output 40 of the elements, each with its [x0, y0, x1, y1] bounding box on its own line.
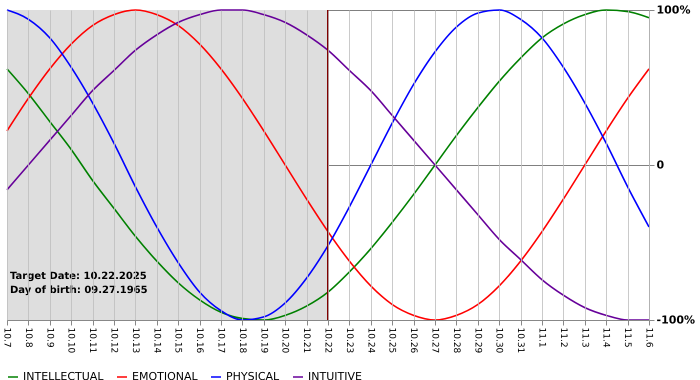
- x-tick-label: 10.10: [66, 328, 76, 354]
- x-tick-label: 10.21: [301, 328, 312, 354]
- x-tick-label: 10.11: [87, 328, 98, 354]
- x-tick-label: 11.3: [579, 328, 590, 348]
- annotation: Target Date: 10.22.2025: [10, 271, 147, 282]
- legend-label: PHYSICAL: [226, 370, 280, 380]
- x-tick-label: 10.7: [2, 328, 12, 348]
- x-tick-label: 10.30: [494, 328, 504, 354]
- legend-label: INTUITIVE: [308, 370, 362, 380]
- legend-label: EMOTIONAL: [132, 370, 198, 380]
- x-tick-label: 10.13: [130, 328, 140, 354]
- x-tick-label: 10.9: [44, 328, 54, 348]
- x-tick-label: 10.31: [515, 328, 526, 354]
- legend-label: INTELLECTUAL: [23, 370, 104, 380]
- x-tick-label: 11.6: [644, 328, 654, 348]
- x-tick-label: 11.4: [600, 328, 611, 348]
- x-tick-label: 11.1: [536, 328, 546, 348]
- y-tick-label: 100%: [656, 4, 690, 16]
- x-tick-label: 10.14: [151, 328, 162, 354]
- x-tick-label: 10.19: [258, 328, 268, 354]
- x-tick-label: 10.22: [322, 328, 332, 354]
- x-tick-label: 10.18: [236, 328, 247, 354]
- x-tick-label: 10.16: [194, 328, 204, 354]
- x-tick-label: 10.20: [280, 328, 290, 354]
- x-tick-label: 10.17: [216, 328, 226, 354]
- x-tick-label: 10.25: [386, 328, 397, 354]
- y-tick-label: 0: [656, 158, 664, 172]
- x-tick-label: 10.27: [430, 328, 440, 354]
- x-tick-label: 10.29: [472, 328, 482, 354]
- x-tick-label: 10.8: [22, 328, 33, 348]
- x-tick-label: 10.26: [408, 328, 418, 354]
- y-tick-label: -100%: [656, 314, 696, 326]
- annotation: Day of birth: 09.27.1965: [10, 285, 148, 296]
- x-tick-label: 10.12: [108, 328, 118, 354]
- x-tick-label: 10.23: [344, 328, 354, 354]
- x-tick-label: 10.15: [172, 328, 183, 354]
- x-tick-label: 11.2: [558, 328, 568, 348]
- x-tick-label: 10.24: [365, 328, 376, 354]
- x-tick-label: 11.5: [622, 328, 632, 348]
- x-tick-label: 10.28: [450, 328, 461, 354]
